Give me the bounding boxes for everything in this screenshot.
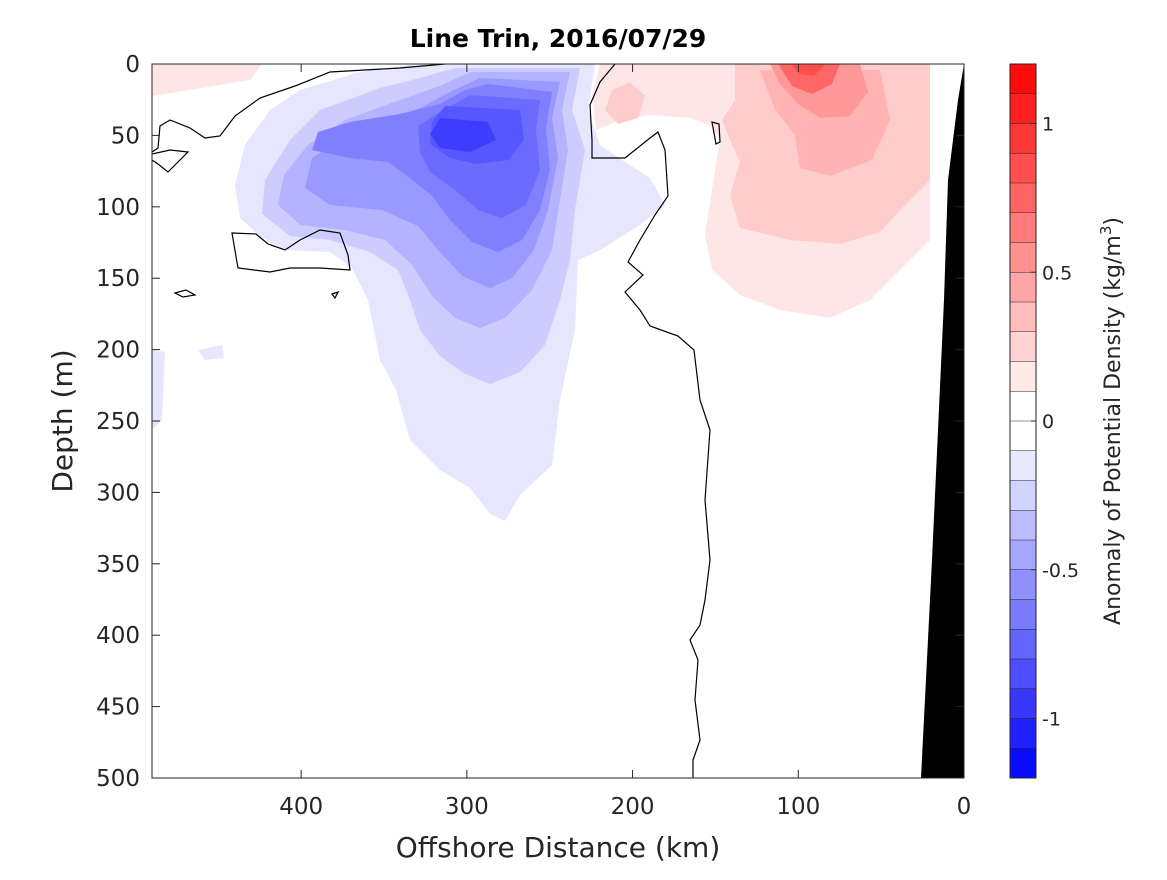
- colorbar-swatch: [1010, 480, 1036, 511]
- y-tick-label: 100: [96, 195, 140, 221]
- colorbar-swatch: [1010, 361, 1036, 392]
- colorbar-swatch: [1010, 153, 1036, 184]
- colorbar-swatch: [1010, 212, 1036, 243]
- anomaly-field: [152, 64, 964, 778]
- negative-anomaly-level-1: [198, 345, 224, 360]
- y-axis: 0 50 100 150 200 250 300 350 400 450 500: [96, 52, 964, 792]
- zero-contours: [152, 64, 721, 778]
- y-tick-label: 450: [96, 695, 140, 721]
- colorbar-swatch: [1010, 331, 1036, 362]
- y-tick-label: 250: [96, 409, 140, 435]
- zero-contour-line: [173, 289, 197, 298]
- x-tick-label: 0: [957, 794, 972, 820]
- x-tick-label: 300: [445, 794, 489, 820]
- negative-anomaly-region: [152, 64, 665, 521]
- x-tick-label: 200: [611, 794, 655, 820]
- colorbar-swatch: [1010, 748, 1036, 779]
- colorbar-swatch: [1010, 272, 1036, 303]
- y-axis-label: Depth (m): [46, 349, 79, 492]
- y-tick-label: 50: [111, 123, 140, 149]
- colorbar-tick-label: 1: [1042, 114, 1054, 136]
- colorbar-tick-label: 0.5: [1042, 262, 1072, 284]
- y-tick-label: 0: [125, 52, 140, 78]
- colorbar-tick-label: 0: [1042, 411, 1054, 433]
- colorbar-tick-label: -1: [1042, 709, 1061, 731]
- positive-anomaly-region: [152, 64, 930, 318]
- zero-contour-line: [711, 121, 721, 145]
- zero-contour-line: [589, 64, 711, 778]
- y-tick-label: 200: [96, 338, 140, 364]
- y-tick-label: 500: [96, 766, 140, 792]
- colorbar: 1 0.5 0 -0.5 -1: [1009, 63, 1079, 779]
- colorbar-swatch: [1010, 659, 1036, 690]
- colorbar-swatch: [1010, 569, 1036, 600]
- x-axis-label: Offshore Distance (km): [396, 831, 721, 864]
- colorbar-swatch: [1010, 183, 1036, 214]
- zero-contour-line: [152, 149, 190, 173]
- y-tick-label: 350: [96, 552, 140, 578]
- colorbar-swatch: [1010, 64, 1036, 95]
- colorbar-swatch: [1010, 599, 1036, 630]
- colorbar-tick-label: -0.5: [1042, 560, 1079, 582]
- colorbar-swatch: [1010, 540, 1036, 571]
- colorbar-swatch: [1010, 629, 1036, 660]
- colorbar-swatch: [1010, 123, 1036, 154]
- colorbar-swatch: [1010, 688, 1036, 719]
- zero-contour-line: [231, 229, 351, 273]
- colorbar-label-tail: ): [1101, 217, 1126, 226]
- colorbar-swatch: [1010, 450, 1036, 481]
- colorbar-swatch: [1010, 718, 1036, 749]
- x-tick-label: 400: [279, 794, 323, 820]
- positive-anomaly-level-5: [778, 64, 840, 94]
- zero-contour-line: [331, 290, 340, 300]
- colorbar-swatch: [1010, 242, 1036, 273]
- chart-title: Line Trin, 2016/07/29: [410, 24, 707, 53]
- colorbar-swatch: [1010, 421, 1036, 452]
- colorbar-swatch: [1010, 302, 1036, 333]
- colorbar-label-main: Anomaly of Potential Density (kg/m: [1101, 235, 1126, 625]
- colorbar-label-superscript: 3: [1097, 226, 1115, 236]
- y-tick-label: 300: [96, 480, 140, 506]
- negative-anomaly-level-1: [152, 350, 165, 430]
- bathymetry-mask: [921, 64, 964, 778]
- negative-anomaly-level-8: [430, 118, 496, 152]
- colorbar-swatch: [1010, 93, 1036, 124]
- x-axis: 400 300 200 100 0: [279, 64, 971, 820]
- positive-anomaly-level-1: [605, 82, 645, 124]
- y-tick-label: 400: [96, 623, 140, 649]
- zero-contour-line: [152, 64, 446, 153]
- x-tick-label: 100: [776, 794, 820, 820]
- colorbar-swatch: [1010, 391, 1036, 422]
- colorbar-swatch: [1010, 510, 1036, 541]
- positive-anomaly-level-1: [152, 64, 262, 96]
- y-tick-label: 150: [96, 266, 140, 292]
- colorbar-label: Anomaly of Potential Density (kg/m3): [1097, 217, 1126, 625]
